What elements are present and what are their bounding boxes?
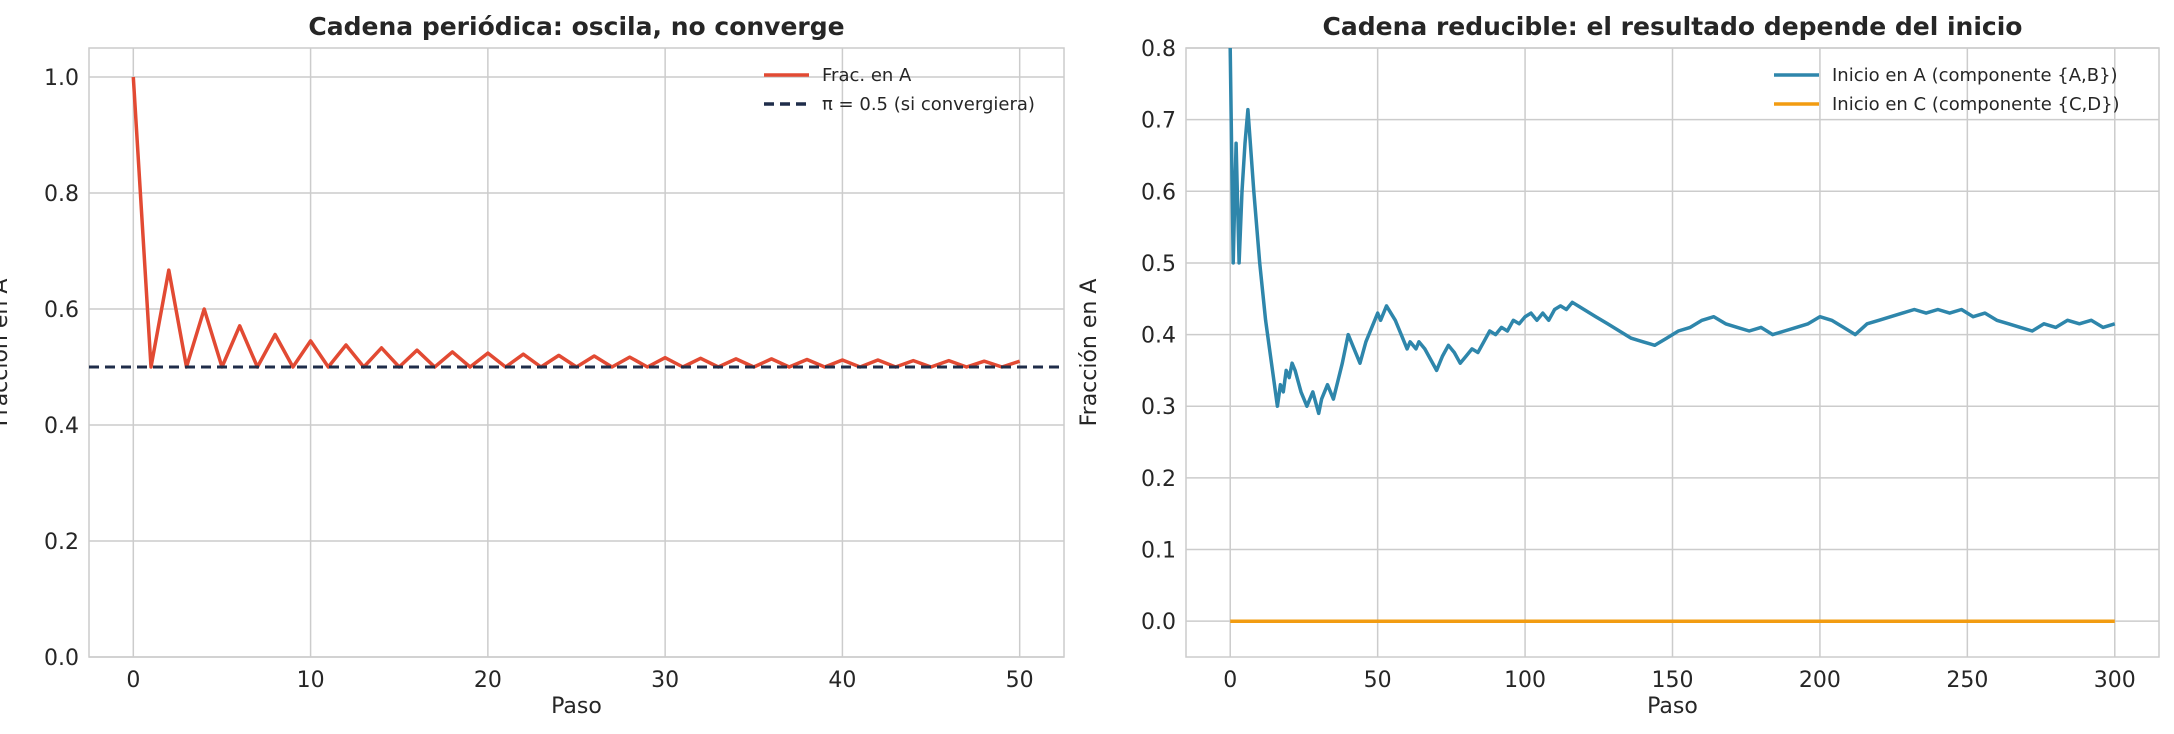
- chart-periodic-chain: 0 10 20 30 40 50 0.0 0.2 0.4 0.6 0.8 1.0 Cadena peri…: [0, 12, 1065, 719]
- x-tick-label: 200: [1799, 668, 1841, 693]
- x-tick-label: 0: [126, 668, 140, 693]
- legend-label: π = 0.5 (si convergiera): [822, 94, 1035, 115]
- legend-label: Inicio en A (componente {A,B}): [1832, 65, 2118, 86]
- y-axis-label: Fracción en A: [0, 279, 13, 427]
- y-tick-label: 0.5: [1141, 252, 1176, 277]
- x-axis-label: Paso: [551, 694, 602, 719]
- x-tick-label: 10: [297, 668, 325, 693]
- y-tick-label: 0.6: [44, 298, 79, 323]
- y-axis-label: Fracción en A: [1077, 279, 1102, 427]
- x-tick-label: 50: [1006, 668, 1034, 693]
- y-tick-label: 0.8: [1141, 37, 1176, 62]
- y-tick-label: 0.2: [1141, 467, 1176, 492]
- series-line-0: [131, 76, 1021, 369]
- y-tick-label: 0.4: [1141, 324, 1176, 349]
- y-tick-label: 0.6: [1141, 180, 1176, 205]
- x-tick-label: 100: [1504, 668, 1546, 693]
- y-tick-label: 0.0: [44, 646, 79, 671]
- chart-title: Cadena reducible: el resultado depende d…: [1323, 12, 2023, 41]
- x-tick-label: 40: [828, 668, 856, 693]
- y-tick-label: 1.0: [44, 66, 79, 91]
- chart-reducible-chain: 0 50 100 150 200 250 300 0.0 0.1 0.2 0.3 0.4 0.5 0.6 0…: [1077, 12, 2160, 719]
- x-tick-label: 150: [1652, 668, 1694, 693]
- legend-label: Inicio en C (componente {C,D}): [1832, 94, 2120, 115]
- plot-frame: [1185, 47, 2160, 658]
- legend-label: Frac. en A: [822, 65, 912, 86]
- y-tick-label: 0.2: [44, 530, 79, 555]
- y-tick-label: 0.4: [44, 414, 79, 439]
- x-tick-label: 250: [1946, 668, 1988, 693]
- x-tick-label: 20: [474, 668, 502, 693]
- y-tick-label: 0.7: [1141, 109, 1176, 134]
- x-tick-label: 300: [2094, 668, 2136, 693]
- chart-title: Cadena periódica: oscila, no converge: [308, 12, 844, 41]
- y-tick-label: 0.0: [1141, 610, 1176, 635]
- x-tick-label: 0: [1223, 668, 1237, 693]
- x-tick-label: 30: [651, 668, 679, 693]
- y-tick-label: 0.3: [1141, 395, 1176, 420]
- series-line-0: [1228, 48, 2116, 416]
- plot-frame: [88, 47, 1065, 658]
- y-tick-label: 0.1: [1141, 539, 1176, 564]
- y-tick-label: 0.8: [44, 182, 79, 207]
- x-tick-label: 50: [1364, 668, 1392, 693]
- x-axis-label: Paso: [1647, 694, 1698, 719]
